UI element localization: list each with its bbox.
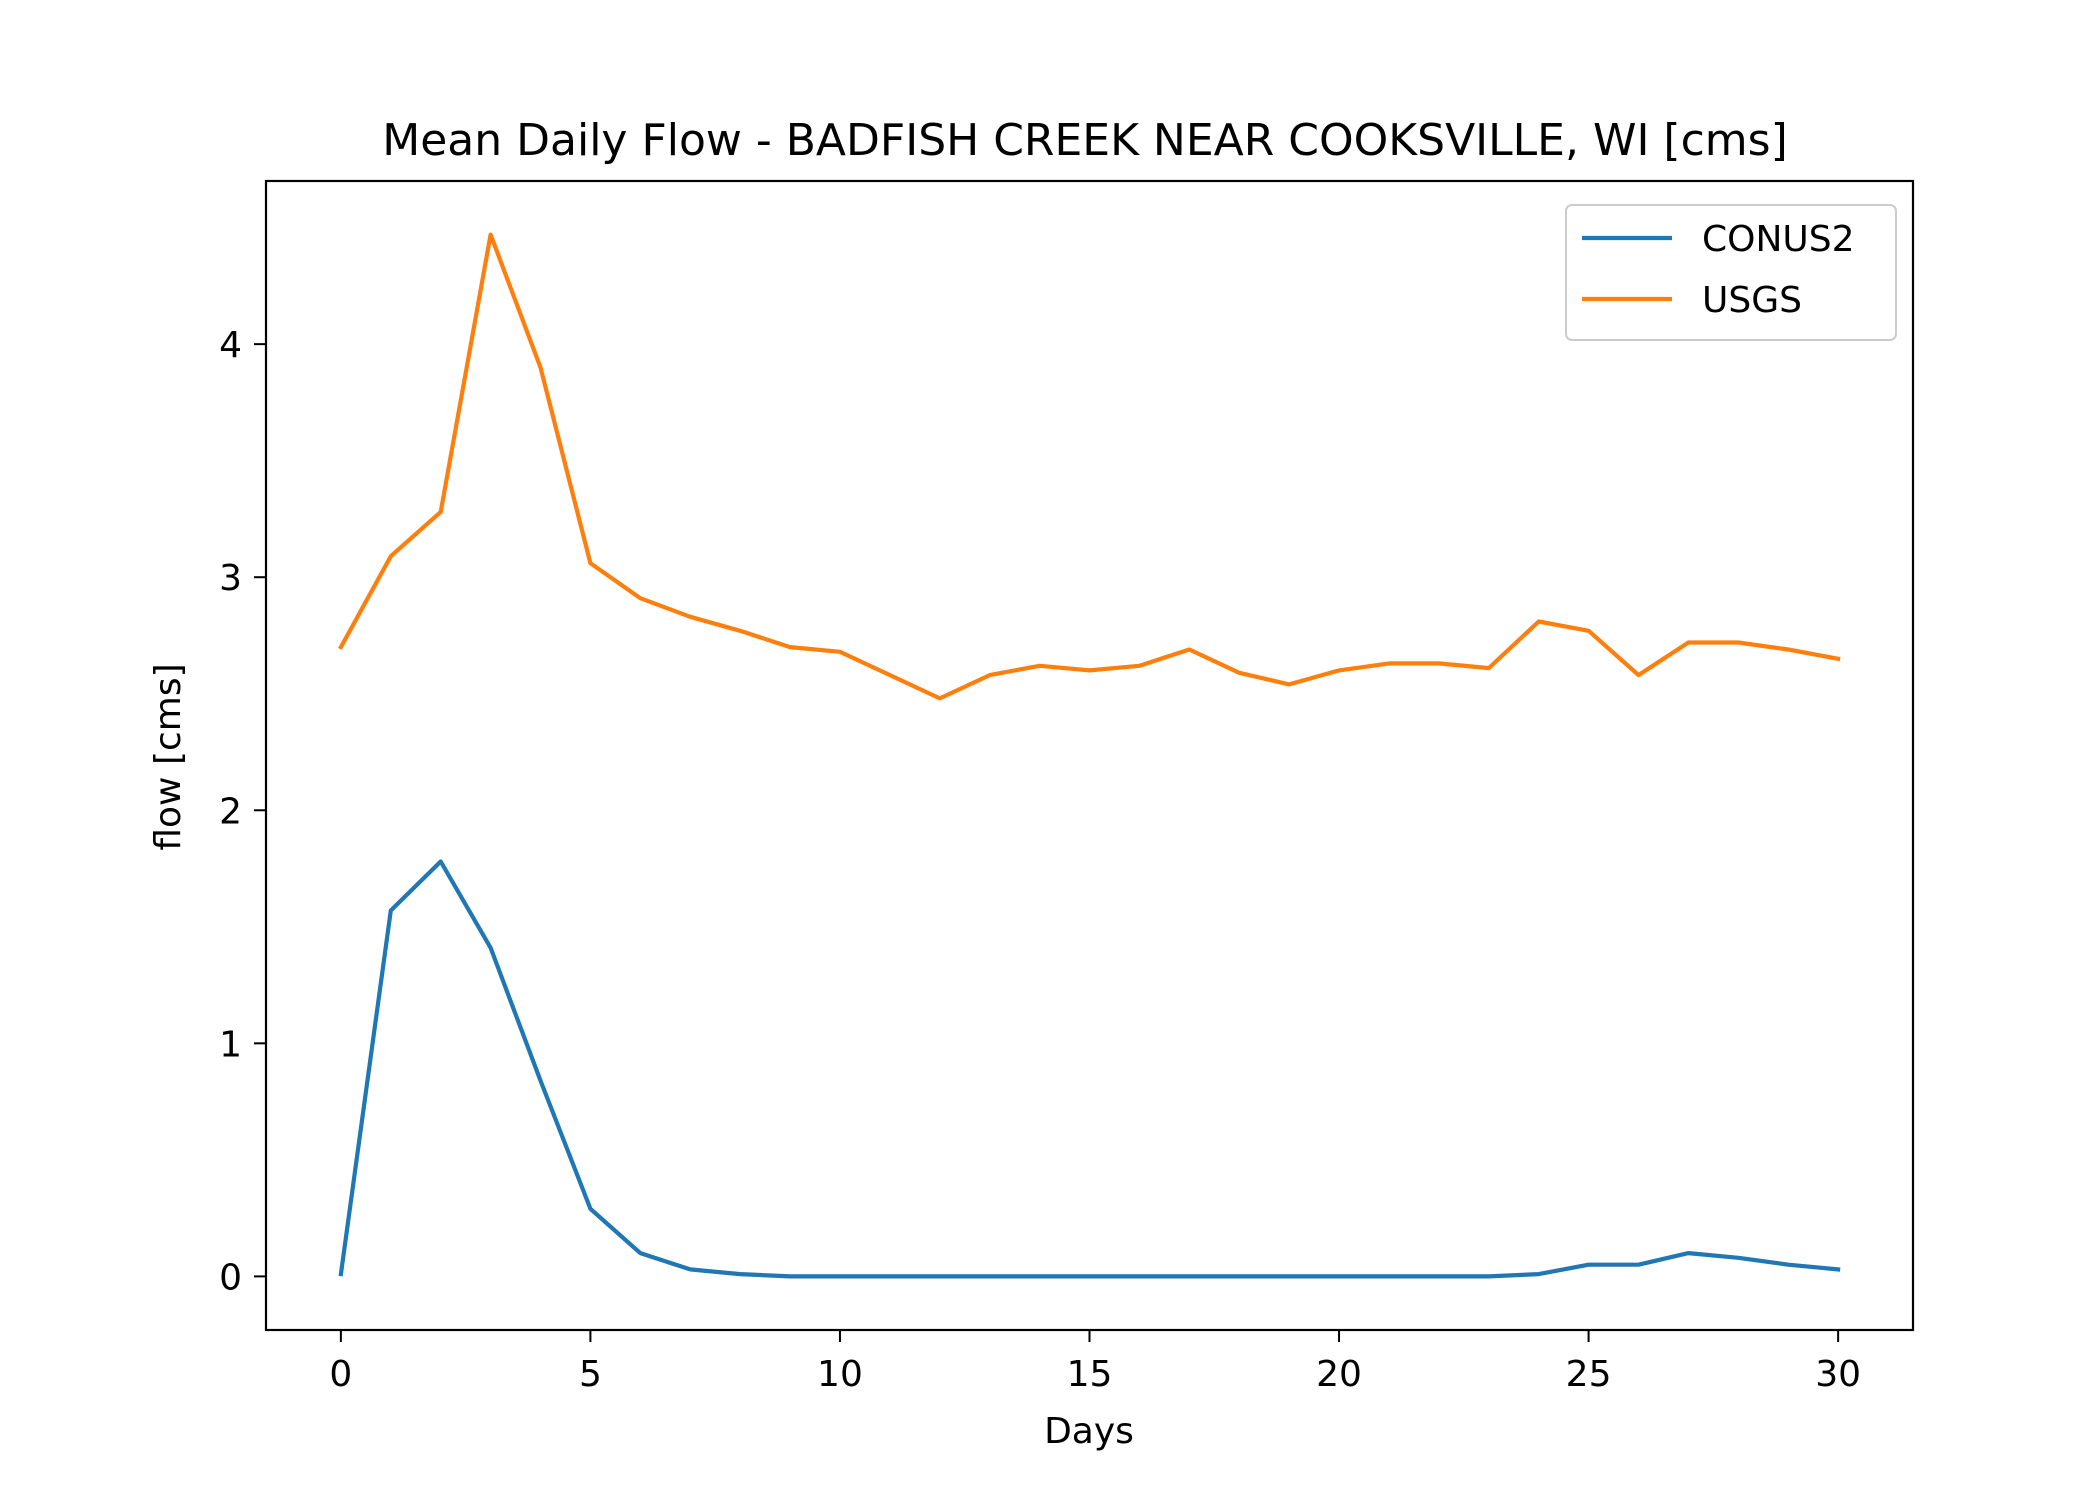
legend-label-conus2: CONUS2 [1702,219,1855,260]
y-tick-label: 1 [219,1024,242,1065]
legend-label-usgs: USGS [1702,280,1802,321]
y-tick-label: 0 [219,1257,242,1298]
x-axis: 0 5 10 15 20 25 30 [329,1330,1861,1395]
x-axis-label: Days [1044,1411,1134,1452]
y-tick-label: 4 [219,325,242,366]
series-line-usgs [338,232,1841,701]
series-layer [338,232,1841,1279]
x-tick-label: 10 [817,1354,863,1395]
x-tick-label: 30 [1815,1354,1861,1395]
legend: CONUS2 USGS [1565,204,1897,341]
chart-title: Mean Daily Flow - BADFISH CREEK NEAR COO… [382,115,1787,166]
x-tick-label: 5 [579,1354,602,1395]
x-tick-label: 20 [1316,1354,1362,1395]
y-axis: 0 1 2 3 4 [219,325,266,1298]
y-axis-label: flow [cms] [148,663,189,850]
y-tick-label: 3 [219,558,242,599]
x-tick-label: 25 [1566,1354,1612,1395]
series-line-conus2 [338,859,1841,1279]
x-tick-label: 0 [329,1354,352,1395]
x-tick-label: 15 [1067,1354,1113,1395]
y-tick-label: 2 [219,791,242,832]
